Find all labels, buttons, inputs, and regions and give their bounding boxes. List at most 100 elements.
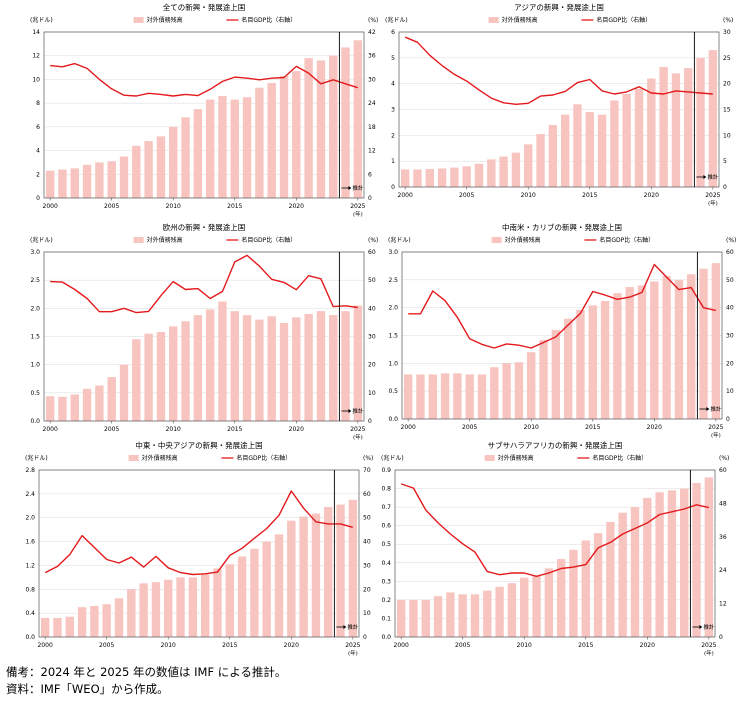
y-tick-label: 10	[32, 76, 40, 83]
x-tick-label: 2010	[166, 426, 181, 433]
bar	[299, 516, 308, 637]
bar	[465, 374, 474, 419]
bar	[304, 313, 313, 421]
bar	[181, 321, 190, 421]
y2-tick-label: 12	[719, 601, 727, 608]
bar	[156, 331, 166, 421]
y2-tick-label: 60	[719, 467, 727, 474]
bar	[413, 169, 422, 187]
x-tick-label: 2005	[104, 426, 119, 433]
bar	[711, 263, 721, 419]
y2-tick-label: 5	[723, 158, 727, 165]
bar	[127, 589, 136, 637]
bar	[643, 497, 652, 637]
bar	[95, 162, 104, 198]
y2-tick-label: 20	[368, 362, 376, 369]
bar	[514, 362, 524, 419]
plot-frame	[398, 31, 720, 188]
bar	[618, 512, 627, 637]
legend-label-bar: 対外債務残高	[502, 16, 538, 24]
chart-title: 中南米・カリブの新興・発展途上国	[502, 222, 622, 232]
y-tick-label: 2.0	[30, 305, 40, 312]
bar	[107, 377, 116, 421]
x-tick-label: 2015	[227, 203, 242, 210]
bar	[674, 279, 684, 419]
y-tick-label: 0.4	[381, 560, 391, 567]
x-tick-label: 2025	[701, 642, 716, 649]
y2-tick-label: 36	[719, 534, 727, 541]
bar	[588, 305, 597, 419]
x-tick-label: 2000	[38, 642, 53, 649]
chart-title: アジアの新興・発展途上国	[514, 2, 604, 12]
x-tick-label: 2010	[521, 192, 536, 199]
y-tick-label: 0.0	[381, 634, 391, 641]
bar	[403, 374, 413, 419]
bar	[483, 590, 492, 637]
y-tick-label: 0.0	[25, 634, 35, 641]
y-tick-label: 0.5	[381, 541, 391, 548]
estimate-arrow-head	[699, 625, 703, 629]
y-axis-unit: (兆ドル)	[25, 454, 48, 462]
bar	[581, 540, 590, 637]
x-tick-label: 2000	[43, 203, 58, 210]
bar	[193, 315, 203, 421]
y-tick-label: 4	[391, 81, 395, 88]
y-tick-label: 5	[391, 55, 395, 62]
y2-tick-label: 0	[368, 418, 372, 425]
bar	[687, 274, 696, 419]
chart-title: 全ての新興・発展途上国	[163, 2, 246, 12]
bar	[255, 87, 264, 198]
bar	[622, 94, 631, 187]
x-tick-label: 2015	[227, 426, 242, 433]
y2-tick-label: 60	[726, 249, 734, 256]
bar	[551, 329, 561, 419]
bar	[507, 583, 517, 637]
bar	[139, 583, 148, 637]
legend-swatch-bar	[484, 455, 495, 461]
y2-tick-label: 0	[368, 195, 372, 202]
bar	[45, 396, 55, 421]
y2-tick-label: 0	[726, 416, 730, 423]
x-tick-label: 2000	[398, 192, 413, 199]
y2-axis-unit: (%)	[723, 17, 733, 24]
bar	[292, 71, 301, 198]
bar	[613, 293, 622, 419]
bar	[255, 319, 264, 421]
bar	[274, 534, 284, 637]
bar	[225, 564, 234, 637]
x-tick-label: 2000	[43, 426, 58, 433]
plot-frame	[401, 251, 723, 420]
bar	[65, 616, 74, 637]
bar	[144, 333, 153, 421]
chart-panel-5: 中東・中央アジアの新興・発展途上国 (兆ドル) (%) 対外債務残高 名目GDP比（右軸…	[25, 440, 373, 657]
y-tick-label: 2.5	[388, 277, 398, 284]
legend-swatch-bar	[488, 17, 499, 23]
bar	[181, 117, 190, 198]
y-tick-label: 4	[36, 148, 40, 155]
x-tick-label: 2005	[99, 642, 114, 649]
bar	[524, 144, 533, 187]
bar	[462, 166, 471, 187]
bar	[458, 594, 467, 637]
x-tick-label: 2025	[705, 192, 720, 199]
legend-swatch-bar	[128, 455, 139, 461]
y2-axis-unit: (%)	[726, 237, 736, 244]
gdp-ratio-line	[400, 483, 709, 577]
estimate-label: 推計	[703, 623, 715, 631]
bar	[453, 373, 462, 419]
y2-tick-label: 25	[723, 55, 731, 62]
x-tick-label: 2025	[345, 642, 360, 649]
bar	[144, 141, 153, 198]
y-tick-label: 2.4	[25, 491, 35, 498]
y-tick-label: 0.7	[381, 504, 391, 511]
bar	[680, 488, 689, 637]
x-tick-label: 2025	[350, 426, 365, 433]
x-tick-label: 2015	[222, 642, 237, 649]
bar	[348, 499, 358, 637]
bar	[396, 599, 406, 637]
y2-axis-unit: (%)	[368, 237, 378, 244]
y-tick-label: 0.4	[25, 610, 35, 617]
bar	[114, 598, 124, 637]
bar	[440, 373, 450, 419]
